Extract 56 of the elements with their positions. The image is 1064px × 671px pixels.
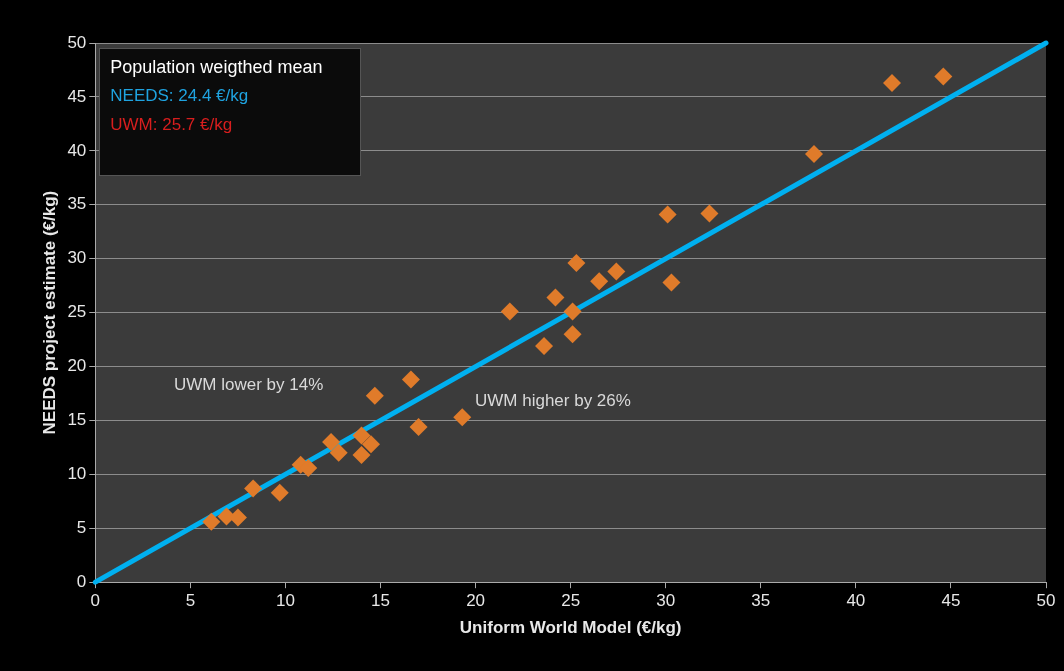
annotation: UWM higher by 26% [475, 390, 631, 410]
point [563, 325, 582, 344]
x-tick-label: 35 [751, 591, 771, 611]
text-box: Population weigthed mean NEEDS: 24.4 €/kg UWM: 25.7 €/kg [99, 48, 362, 176]
y-tick-label: 40 [67, 140, 87, 160]
point [700, 204, 719, 223]
x-tick-label: 50 [1036, 591, 1056, 611]
point [535, 337, 554, 356]
x-tick-label: 0 [90, 591, 101, 611]
point [401, 370, 420, 389]
point [365, 386, 384, 405]
annotation: UWM lower by 14% [174, 374, 324, 394]
y-tick-label: 45 [67, 86, 87, 106]
point [329, 443, 348, 462]
y-tick-label: 25 [67, 302, 87, 322]
point [546, 288, 565, 307]
point [409, 417, 428, 436]
point [567, 253, 586, 272]
point [934, 67, 953, 86]
y-axis-title: NEEDS project estimate (€/kg) [39, 190, 59, 435]
point [500, 302, 519, 321]
x-tick-label: 15 [371, 591, 390, 611]
y-tick-label: 5 [76, 517, 87, 537]
point [352, 426, 371, 445]
point [270, 483, 289, 502]
annotation: Population weigthed mean [110, 57, 323, 78]
point [658, 205, 677, 224]
y-tick-label: 10 [67, 464, 87, 484]
y-tick-label: 50 [67, 32, 87, 52]
point [607, 262, 626, 281]
point [322, 433, 341, 452]
y-tick-label: 20 [67, 356, 87, 376]
point [882, 73, 901, 92]
x-axis-title: Uniform World Model (€/kg) [459, 618, 682, 638]
x-tick-label: 40 [846, 591, 866, 611]
x-tick-label: 30 [656, 591, 676, 611]
y-tick-label: 0 [76, 571, 87, 591]
point [352, 445, 371, 464]
point [662, 273, 681, 292]
x-tick-label: 10 [275, 591, 295, 611]
point [453, 408, 472, 427]
point [362, 435, 381, 454]
x-tick-label: 45 [941, 591, 961, 611]
point [563, 302, 582, 321]
point [202, 512, 221, 531]
x-tick-label: 5 [185, 591, 196, 611]
y-tick-label: 30 [67, 248, 87, 268]
y-tick-label: 35 [67, 194, 87, 214]
annotation: UWM: 25.7 €/kg [110, 115, 233, 135]
annotation: NEEDS: 24.4 €/kg [110, 86, 249, 106]
point [244, 479, 263, 498]
x-tick-label: 25 [561, 591, 581, 611]
x-tick-label: 20 [466, 591, 486, 611]
y-tick-label: 15 [67, 410, 87, 430]
point [805, 145, 824, 164]
point [590, 272, 609, 291]
